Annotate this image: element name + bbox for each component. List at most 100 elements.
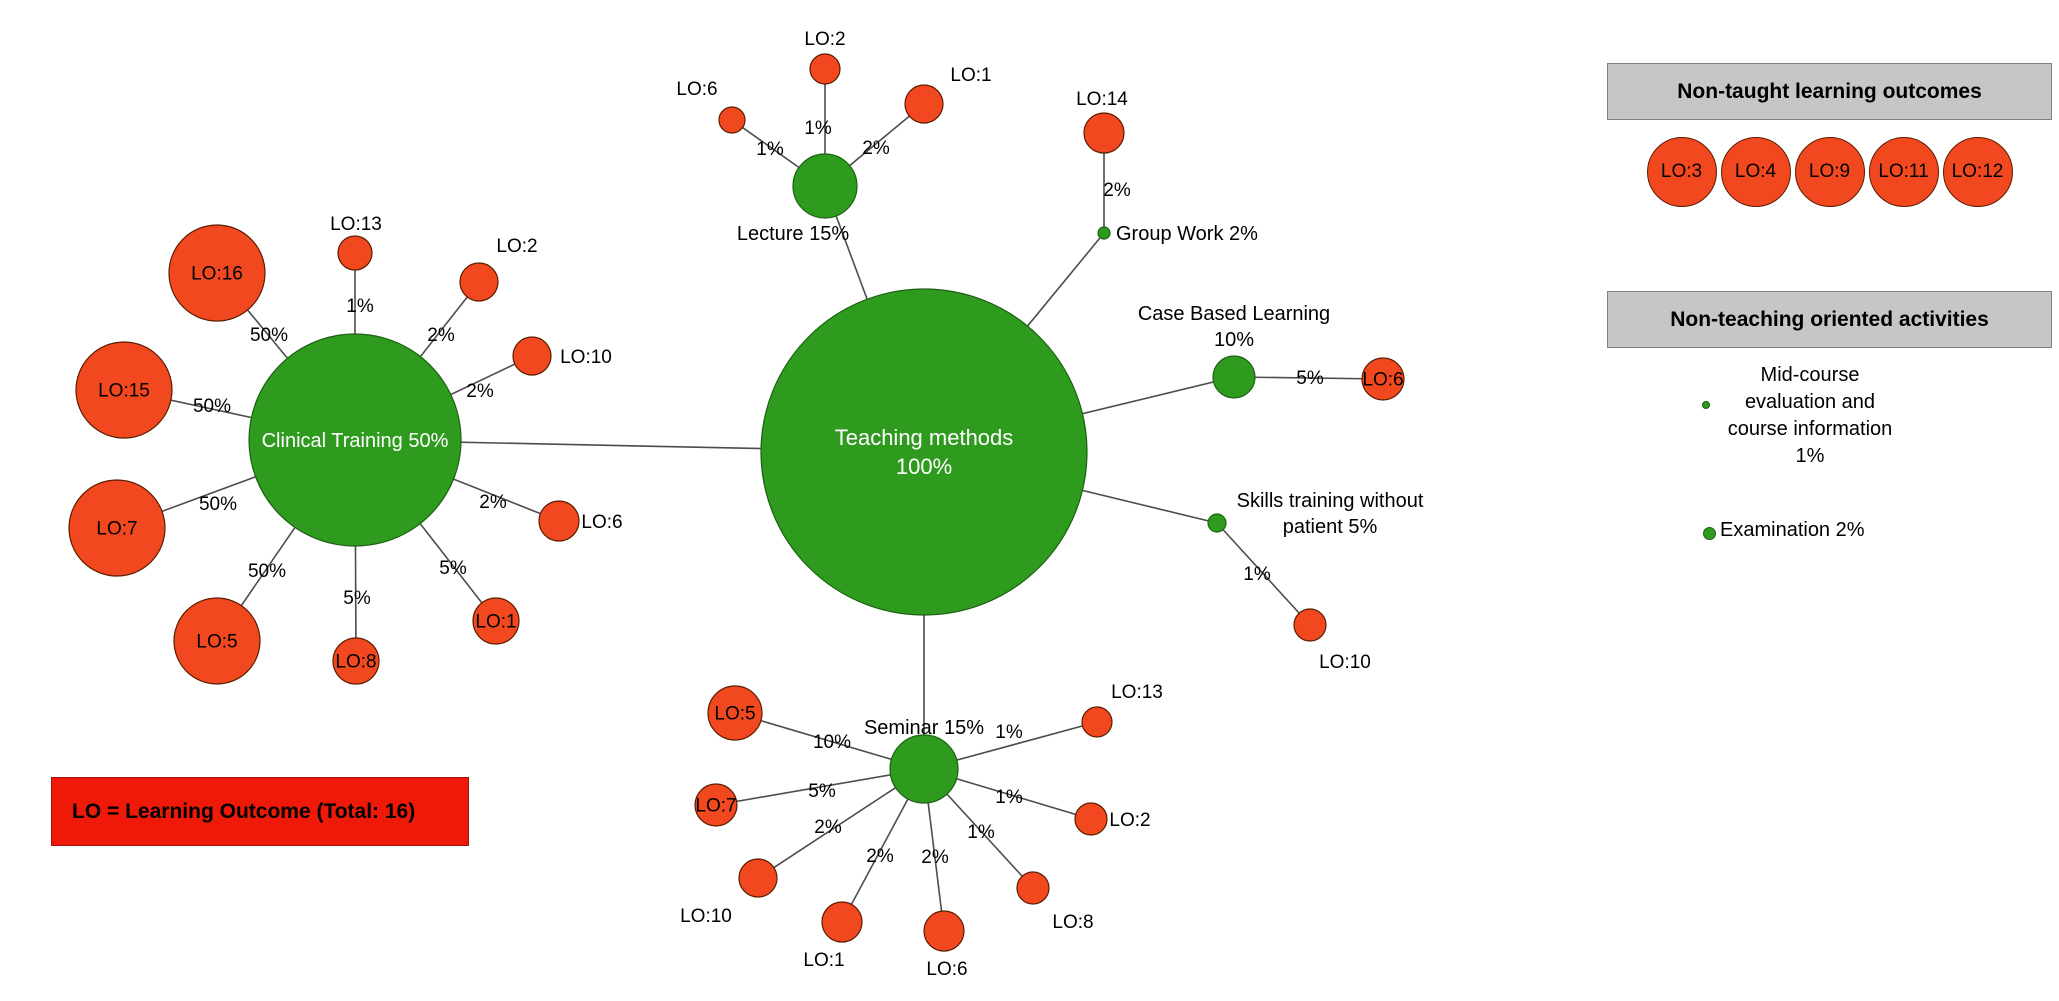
node-label-ct-lo6: LO:6 <box>581 512 622 533</box>
lo-footnote-box: LO = Learning Outcome (Total: 16) <box>51 777 469 846</box>
node-sem-lo5 <box>707 685 763 741</box>
node-label-ct-lo15: LO:15 <box>98 381 150 402</box>
mid-course-dot-icon <box>1702 401 1710 409</box>
edge-label-seminar-sem-lo2: 1% <box>995 787 1023 808</box>
edge-label-clinical-training-ct-lo6: 2% <box>479 492 507 513</box>
node-label-cbl-lo6: LO:6 <box>1362 370 1403 391</box>
edge-label-seminar-sem-lo10: 2% <box>814 817 842 838</box>
node-label-ct-lo7: LO:7 <box>96 519 137 540</box>
legend-outcome-lo4-label: LO:4 <box>1734 161 1777 182</box>
edge-case-based-learning-cbl-lo6 <box>1233 376 1384 380</box>
edge-label-group-work-gw-lo14: 2% <box>1103 180 1131 201</box>
node-label-lec-lo6: LO:6 <box>676 79 717 100</box>
edge-seminar-sem-lo7 <box>715 768 925 806</box>
node-label-sem-lo5: LO:5 <box>714 704 755 725</box>
node-label-sem-lo6: LO:6 <box>926 959 967 980</box>
node-ct-lo8 <box>332 637 380 685</box>
examination-dot-icon <box>1703 527 1716 540</box>
node-label-lecture: Lecture 15% <box>737 223 850 245</box>
edge-label-clinical-training-ct-lo2: 2% <box>427 325 455 346</box>
node-sem-lo2 <box>1074 802 1108 836</box>
node-ct-lo15 <box>75 341 173 439</box>
node-label-sem-lo1: LO:1 <box>803 950 844 971</box>
node-seminar <box>889 734 959 804</box>
node-lecture <box>792 153 858 219</box>
node-ct-lo10 <box>512 336 552 376</box>
edge-label-clinical-training-ct-lo15: 50% <box>193 396 231 417</box>
node-label-ct-lo2: LO:2 <box>496 236 537 257</box>
node-sem-lo8 <box>1016 871 1050 905</box>
node-case-based-learning <box>1212 355 1256 399</box>
node-label-st-lo10: LO:10 <box>1319 652 1371 673</box>
edge-labels: 50% 1% 2% 50% 2% 50% 2% 50% 5% 5% 1% 1% 2% 2% 5% 1% 10% 1… <box>193 118 1324 868</box>
node-label-teaching-methods: 100% <box>896 454 952 479</box>
edge-label-seminar-sem-lo13: 1% <box>995 722 1023 743</box>
node-label-lec-lo2: LO:2 <box>804 29 845 50</box>
node-ct-lo5 <box>173 597 261 685</box>
legend-outcome-lo12-label: LO:12 <box>1951 161 2004 182</box>
node-ct-lo6 <box>538 500 580 542</box>
node-gw-lo14 <box>1083 112 1125 154</box>
mid-course-line-1: Mid-course <box>1760 364 1860 386</box>
node-label-clinical-training: Clinical Training 50% <box>262 430 449 452</box>
node-label-sem-lo8: LO:8 <box>1052 912 1093 933</box>
node-label-group-work: Group Work 2% <box>1116 223 1258 245</box>
node-group-work <box>1097 226 1111 240</box>
edge-label-skills-training-st-lo10: 1% <box>1243 564 1271 585</box>
edge-label-seminar-sem-lo6: 2% <box>921 847 949 868</box>
edge-label-seminar-sem-lo1: 2% <box>866 846 894 867</box>
node-ct-lo1 <box>472 597 520 645</box>
edge-label-clinical-training-ct-lo7: 50% <box>199 494 237 515</box>
node-clinical-training <box>248 333 462 547</box>
node-label-sem-lo10: LO:10 <box>680 906 732 927</box>
edge-label-lecture-lec-lo2: 1% <box>804 118 832 139</box>
node-lec-lo1 <box>904 84 944 124</box>
edge-label-case-based-learning-cbl-lo6: 5% <box>1296 368 1324 389</box>
node-lec-lo6 <box>718 106 746 134</box>
node-label-skills-training: patient 5% <box>1283 516 1378 538</box>
node-label-sem-lo7: LO:7 <box>695 796 736 817</box>
node-label-sem-lo2: LO:2 <box>1109 810 1150 831</box>
node-label-ct-lo13: LO:13 <box>330 214 382 235</box>
node-ct-lo2 <box>459 262 499 302</box>
node-ct-lo7 <box>68 479 166 577</box>
node-label-sem-lo13: LO:13 <box>1111 682 1163 703</box>
node-label-ct-lo8: LO:8 <box>335 652 376 673</box>
legend-non-taught-header: Non-taught learning outcomes <box>1607 63 2052 120</box>
examination-label: Examination 2% <box>1720 519 1865 541</box>
node-label-seminar: Seminar 15% <box>864 717 984 739</box>
node-ct-lo13 <box>337 235 373 271</box>
node-label-case-based-learning: Case Based Learning <box>1138 303 1330 325</box>
node-label-gw-lo14: LO:14 <box>1076 89 1128 110</box>
node-label-teaching-methods: Teaching methods <box>835 425 1014 450</box>
node-teaching-methods <box>760 288 1088 616</box>
node-label-ct-lo16: LO:16 <box>191 264 243 285</box>
node-label-lec-lo1: LO:1 <box>950 65 991 86</box>
node-sem-lo7 <box>694 783 738 827</box>
edge-label-lecture-lec-lo1: 2% <box>862 138 890 159</box>
node-lec-lo2 <box>809 53 841 85</box>
edge-label-clinical-training-ct-lo1: 5% <box>439 558 467 579</box>
mid-course-line-4: 1% <box>1795 445 1825 467</box>
edge-label-clinical-training-ct-lo8: 5% <box>343 588 371 609</box>
edge-label-clinical-training-ct-lo16: 50% <box>250 325 288 346</box>
legend-outcome-lo3-label: LO:3 <box>1660 161 1703 182</box>
node-label-ct-lo5: LO:5 <box>196 632 237 653</box>
edge-label-seminar-sem-lo7: 5% <box>808 781 836 802</box>
legend-non-teaching-header: Non-teaching oriented activities <box>1607 291 2052 348</box>
mid-course-label: Mid-course evaluation and course informa… <box>1655 362 1965 470</box>
node-label-skills-training: Skills training without <box>1237 490 1424 512</box>
edge-skills-training-st-lo10 <box>1216 522 1311 626</box>
legend-non-taught-circles: LO:3 LO:4 LO:9 LO:11 LO:12 <box>1607 137 2052 207</box>
edge-label-clinical-training-ct-lo5: 50% <box>248 561 286 582</box>
edge-label-seminar-sem-lo5: 10% <box>813 732 851 753</box>
edge-label-clinical-training-ct-lo13: 1% <box>346 296 374 317</box>
mid-course-line-2: evaluation and <box>1744 391 1876 413</box>
node-labels: Teaching methods 100% Clinical Training 50… <box>96 29 1423 980</box>
node-st-lo10 <box>1293 608 1327 642</box>
node-label-ct-lo10: LO:10 <box>560 347 612 368</box>
node-ct-lo16 <box>168 224 266 322</box>
edge-label-lecture-lec-lo6: 1% <box>756 139 784 160</box>
